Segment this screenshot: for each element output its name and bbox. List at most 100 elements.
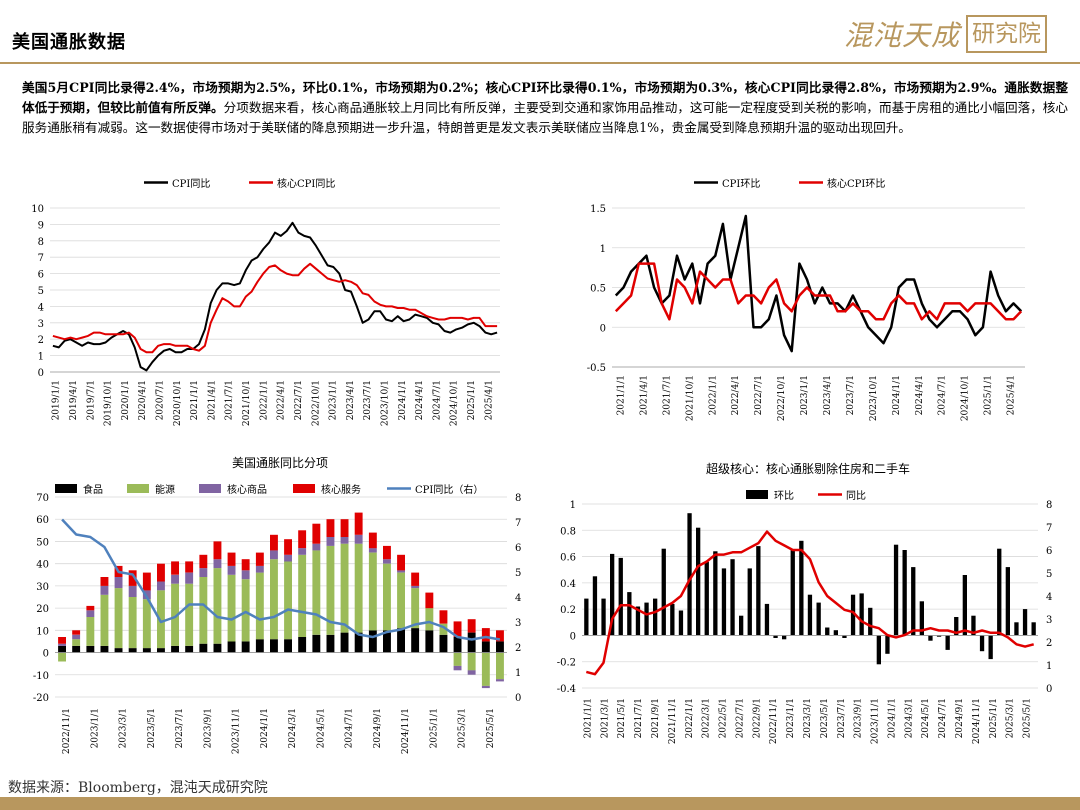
bar-mom [919,601,924,636]
bar-segment [439,610,448,624]
y2-tick-label: 7 [1046,523,1052,534]
bar-segment [128,597,137,649]
x-tick-label: 2022/10/1 [311,380,321,426]
bar-segment [157,590,165,649]
bar-segment [171,561,179,575]
bar-segment [255,639,264,653]
y-tick-label: 40 [36,560,49,571]
bar-segment [340,519,349,537]
x-tick-label: 2023/4/1 [823,375,833,415]
bar-mom [799,540,804,636]
y-tick-label: -0.4 [557,684,576,695]
y-tick-label: 1 [570,500,576,511]
bar-mom [1005,567,1010,636]
x-tick-label: 2024/10/1 [961,375,971,421]
y2-tick-label: 5 [1046,569,1052,580]
bar-segment [481,652,490,686]
bar-mom [653,598,658,636]
bar-mom [833,630,838,636]
y2-tick-label: 6 [1046,546,1052,557]
bar-segment [171,645,179,653]
x-tick-label: 2024/11/1 [401,708,411,754]
y-tick-label: 0 [43,649,49,660]
bar-segment [241,570,250,580]
chart-title: 美国通胀同比分项 [232,456,328,470]
bar-segment [100,594,109,646]
summary-normal: 分项数据来看，核心商品通胀较上月同比有所反弹，主要受到交通和家饰用品推动，这可能… [22,100,1069,135]
legend-label: 核心服务 [321,483,361,496]
y2-tick-label: 5 [515,568,521,579]
x-tick-label: 2024/11/1 [972,698,982,744]
y-tick-label: 1.5 [590,204,606,215]
legend-label: CPI环比 [722,178,760,190]
y-tick-label: 1 [600,244,606,255]
bar-segment [439,634,448,653]
bar-mom [670,603,675,636]
x-tick-label: 2022/11/1 [769,698,779,744]
x-tick-label: 2024/9/1 [955,698,965,738]
bar-segment [185,645,194,653]
bar-segment [227,574,236,642]
y-tick-label: 60 [36,515,49,526]
bar-mom [678,610,684,636]
bar-mom [954,617,959,636]
bar-segment [86,610,95,617]
bar-mom [1014,622,1019,636]
bar-mom [790,550,795,636]
bar-segment [383,559,391,564]
bar-mom [868,607,873,636]
legend-swatch [127,484,149,493]
y-tick-label: 0 [38,368,44,379]
y2-tick-label: 8 [1046,500,1052,511]
y-tick-label: 7 [38,253,44,264]
x-tick-label: 2024/9/1 [373,708,383,748]
bar-segment [439,623,448,635]
bar-mom [592,576,598,636]
x-tick-label: 2023/7/1 [846,375,856,415]
bar-segment [496,630,504,642]
x-tick-label: 2024/10/1 [450,380,460,426]
x-tick-label: 2021/11/1 [668,698,678,744]
bar-segment [185,572,194,584]
x-tick-label: 2025/5/1 [486,708,496,748]
x-tick-label: 2019/7/1 [86,380,96,420]
bar-segment [354,543,363,633]
bar-segment [86,645,95,653]
bar-segment [453,637,462,653]
bar-mom [730,559,735,636]
bar-segment [284,561,292,640]
bar-segment [255,565,264,573]
bar-segment [383,630,391,653]
bar-segment [255,552,264,566]
y-tick-label: 10 [36,626,49,637]
bar-segment [397,554,405,571]
x-tick-label: 2023/1/1 [786,698,796,738]
bar-mom [842,635,847,638]
bar-mom [962,575,967,636]
bar-segment [213,541,222,560]
bar-segment [142,572,151,591]
bar-segment [255,572,264,640]
series-supercore-yoy-line [585,530,1035,676]
x-tick-label: 2025/4/1 [484,380,494,420]
x-tick-label: 2025/1/1 [984,375,994,415]
bar-segment [241,579,250,642]
bar-segment [383,563,391,631]
bar-segment [397,628,405,653]
legend-label: 食品 [83,483,103,496]
x-tick-label: 2025/1/1 [989,698,999,738]
x-tick-label: 2023/7/1 [837,698,847,738]
bar-segment [227,552,236,566]
bar-mom [1031,622,1036,636]
bar-segment [270,534,278,551]
bar-mom [988,635,993,660]
bar-segment [298,548,307,555]
x-tick-label: 2024/4/1 [415,380,425,420]
y-tick-label: 6 [38,270,44,281]
y-tick-label: 9 [38,220,44,231]
bar-segment [411,572,420,586]
bar-segment [185,561,194,573]
x-tick-label: 2021/7/1 [662,375,672,415]
legend-label: CPI同比（右） [415,483,483,496]
series-core-cpi-mom-line [614,262,1023,321]
